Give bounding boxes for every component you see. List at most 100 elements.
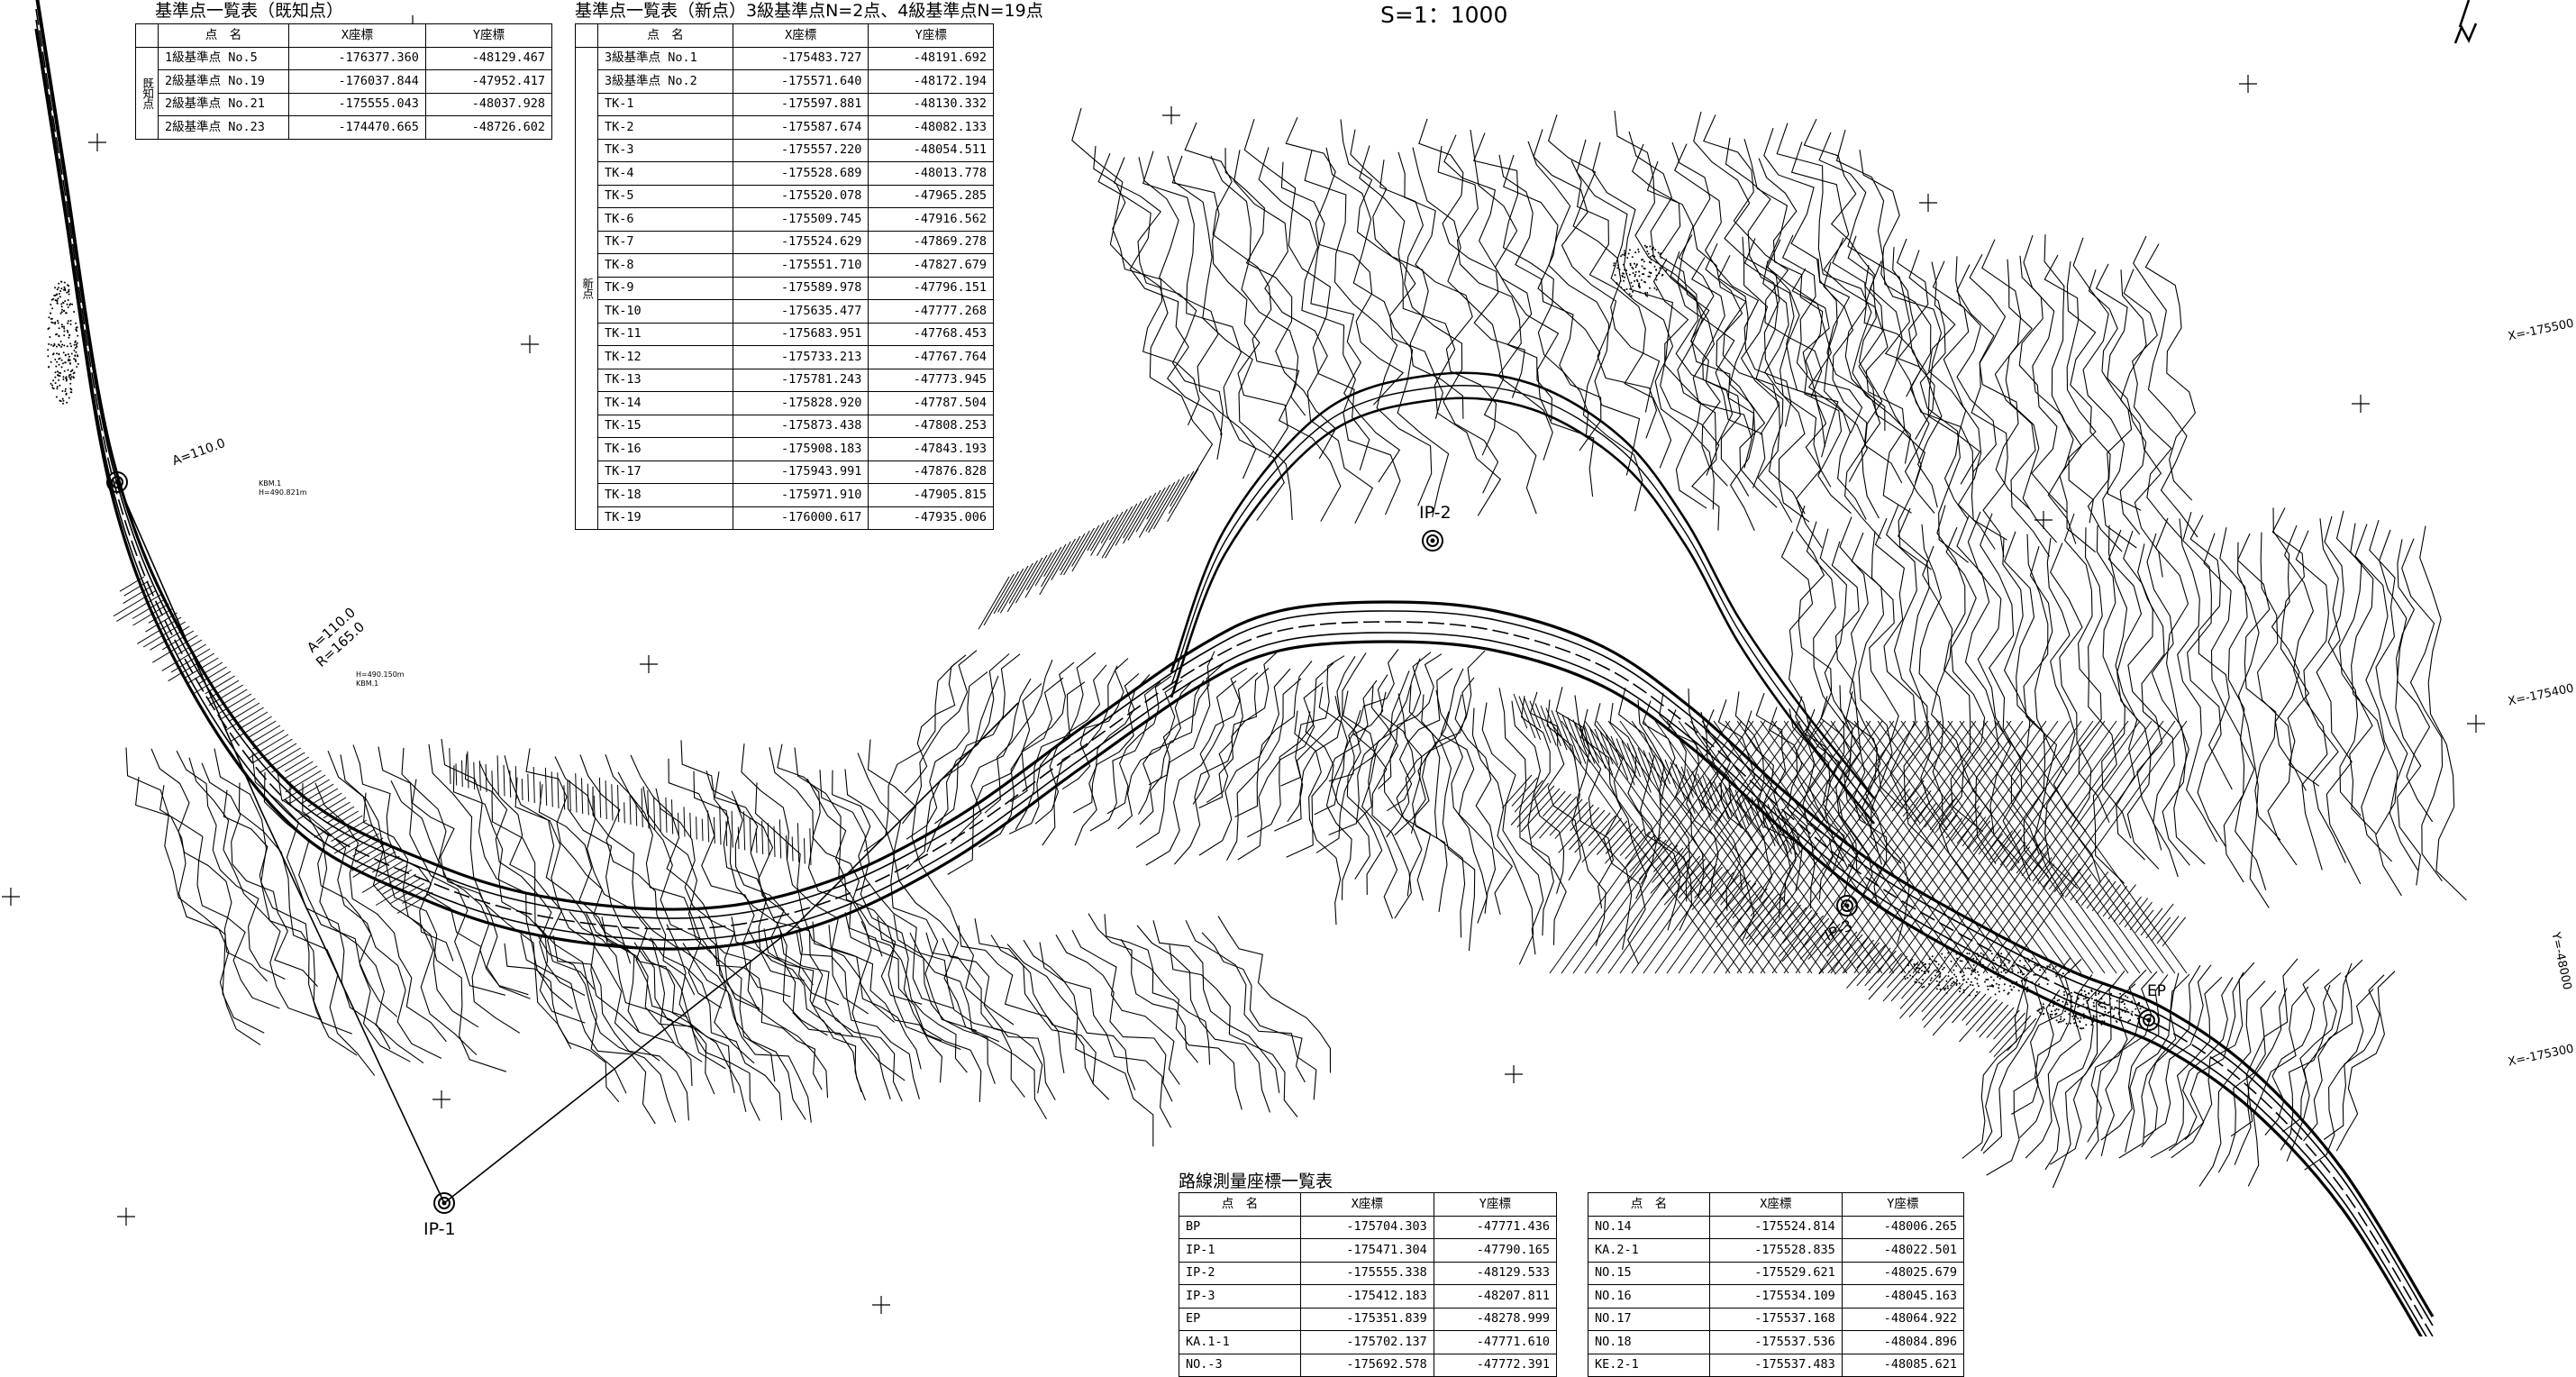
group-label-cell: 既知点 bbox=[135, 46, 159, 140]
y-coordinate-cell: -47905.815 bbox=[868, 483, 994, 507]
point-name-cell: 3級基準点 No.2 bbox=[597, 69, 733, 94]
table-row: TK-10 -175635.477 -47777.268 bbox=[576, 299, 994, 324]
table-row: 2級基準点 No.19 -176037.844 -47952.417 bbox=[136, 69, 553, 94]
y-coordinate-cell: -47787.504 bbox=[868, 391, 994, 415]
x-coordinate-cell: -175537.168 bbox=[1709, 1307, 1843, 1331]
y-coordinate-cell: -47808.253 bbox=[868, 414, 994, 438]
point-name-cell: 2級基準点 No.23 bbox=[158, 115, 289, 140]
x-coordinate-cell: -175534.109 bbox=[1709, 1284, 1843, 1309]
x-coordinate-cell: -176377.360 bbox=[288, 46, 426, 70]
y-coordinate-cell: -47916.562 bbox=[868, 207, 994, 232]
table-row: TK-9 -175589.978 -47796.151 bbox=[576, 276, 994, 300]
x-coordinate-cell: -174470.665 bbox=[288, 115, 426, 140]
point-name-cell: KE.2-1 bbox=[1588, 1353, 1710, 1377]
point-name-cell: 1級基準点 No.5 bbox=[158, 46, 289, 70]
table-row: KA.1-1 -175702.137 -47771.610 bbox=[1179, 1330, 1558, 1354]
x-coordinate-cell: -175704.303 bbox=[1300, 1215, 1434, 1239]
x-coordinate-cell: -175692.578 bbox=[1300, 1353, 1434, 1377]
point-name-cell: BP bbox=[1179, 1215, 1301, 1239]
y-coordinate-cell: -48207.811 bbox=[1433, 1284, 1558, 1309]
bp-marker-icon bbox=[106, 471, 128, 493]
table-row: BP -175704.303 -47771.436 bbox=[1179, 1215, 1558, 1239]
table-row: TK-6 -175509.745 -47916.562 bbox=[576, 207, 994, 232]
y-coordinate-cell: -48130.332 bbox=[868, 92, 994, 116]
survey-point-markers bbox=[106, 471, 2160, 1214]
y-coordinate-cell: -47771.610 bbox=[1433, 1330, 1558, 1354]
y-coordinate-cell: -48085.621 bbox=[1841, 1353, 1965, 1377]
y-coordinate-cell: -47790.165 bbox=[1433, 1238, 1558, 1263]
x-coordinate-cell: -175557.220 bbox=[732, 138, 869, 162]
point-name-cell: NO.18 bbox=[1588, 1330, 1710, 1354]
x-coordinate-cell: -175520.078 bbox=[732, 184, 869, 208]
point-name-cell: TK-13 bbox=[597, 368, 733, 392]
point-name-cell: 3級基準点 No.1 bbox=[597, 46, 733, 70]
point-name-cell: TK-16 bbox=[597, 437, 733, 461]
table-row: TK-4 -175528.689 -48013.778 bbox=[576, 161, 994, 186]
header-y: Y座標 bbox=[1433, 1192, 1558, 1217]
table-header-row: 点 名 X座標 Y座標 bbox=[575, 23, 994, 48]
table-row: TK-14 -175828.920 -47787.504 bbox=[576, 391, 994, 415]
table-row: 既知点 1級基準点 No.5 -176377.360 -48129.467 bbox=[135, 46, 553, 140]
point-name-cell: TK-11 bbox=[597, 322, 733, 346]
y-coordinate-cell: -48084.896 bbox=[1841, 1330, 1965, 1354]
x-coordinate-cell: -175828.920 bbox=[732, 391, 869, 415]
point-name-cell: IP-2 bbox=[1179, 1261, 1301, 1285]
point-name-cell: TK-6 bbox=[597, 207, 733, 232]
ip-tangent-lines bbox=[116, 481, 1019, 1205]
x-coordinate-cell: -175683.951 bbox=[732, 322, 869, 346]
point-name-cell: TK-12 bbox=[597, 345, 733, 369]
point-name-cell: NO.17 bbox=[1588, 1307, 1710, 1331]
point-name-cell: 2級基準点 No.21 bbox=[158, 92, 289, 116]
y-coordinate-cell: -47869.278 bbox=[868, 230, 994, 254]
x-coordinate-cell: -175528.689 bbox=[732, 161, 869, 186]
y-coordinate-cell: -48037.928 bbox=[424, 92, 553, 116]
y-coordinate-cell: -48082.133 bbox=[868, 115, 994, 140]
ip1-label: IP-1 bbox=[423, 1219, 456, 1239]
header-x: X座標 bbox=[1300, 1192, 1434, 1217]
ip2-marker-icon bbox=[1422, 530, 1443, 552]
y-coordinate-cell: -47768.453 bbox=[868, 322, 994, 346]
y-coordinate-cell: -48045.163 bbox=[1841, 1284, 1965, 1309]
point-name-cell: TK-9 bbox=[597, 276, 733, 300]
route-coordinates-table-2: 点 名 X座標 Y座標 NO.14 -175524.814 -48006.265 KA… bbox=[1588, 1192, 1965, 1377]
x-coordinate-cell: -175524.629 bbox=[732, 230, 869, 254]
table-row: NO.18 -175537.536 -48084.896 bbox=[1588, 1330, 1965, 1354]
benchmark-2-name: KBM.1 bbox=[356, 679, 379, 688]
point-name-cell: KA.2-1 bbox=[1588, 1238, 1710, 1263]
table-row: 2級基準点 No.21 -175555.043 -48037.928 bbox=[136, 92, 553, 116]
stipple-areas bbox=[47, 244, 2144, 1030]
y-coordinate-cell: -47772.391 bbox=[1433, 1353, 1558, 1377]
road-alignment bbox=[34, 0, 2435, 1336]
x-coordinate-cell: -175555.043 bbox=[288, 92, 426, 116]
x-coordinate-cell: -175702.137 bbox=[1300, 1330, 1434, 1354]
table-row: TK-7 -175524.629 -47869.278 bbox=[576, 230, 994, 254]
x-coordinate-cell: -175351.839 bbox=[1300, 1307, 1434, 1331]
survey-plan-drawing bbox=[2, 0, 2485, 1336]
table-row: TK-2 -175587.674 -48082.133 bbox=[576, 115, 994, 140]
known-points-table-title: 基準点一覧表（既知点） bbox=[155, 1, 344, 21]
table-row: TK-8 -175551.710 -47827.679 bbox=[576, 253, 994, 278]
grid-cross-marks bbox=[2, 15, 2485, 1314]
header-group bbox=[135, 23, 159, 48]
ip3-marker-icon bbox=[1836, 895, 1858, 916]
header-y: Y座標 bbox=[868, 23, 994, 48]
table-row: TK-12 -175733.213 -47767.764 bbox=[576, 345, 994, 369]
table-row: NO.16 -175534.109 -48045.163 bbox=[1588, 1284, 1965, 1309]
point-name-cell: IP-3 bbox=[1179, 1284, 1301, 1309]
y-coordinate-cell: -48129.533 bbox=[1433, 1261, 1558, 1285]
y-coordinate-cell: -48054.511 bbox=[868, 138, 994, 162]
point-name-cell: TK-17 bbox=[597, 460, 733, 484]
point-name-cell: 2級基準点 No.19 bbox=[158, 69, 289, 94]
point-name-cell: TK-3 bbox=[597, 138, 733, 162]
table-row: 2級基準点 No.23 -174470.665 -48726.602 bbox=[136, 115, 553, 140]
x-coordinate-cell: -175509.745 bbox=[732, 207, 869, 232]
point-name-cell: EP bbox=[1179, 1307, 1301, 1331]
known-points-table: 点 名 X座標 Y座標 既知点 1級基準点 No.5 -176377.360 -481… bbox=[135, 23, 553, 140]
x-coordinate-cell: -175943.991 bbox=[732, 460, 869, 484]
route-table-title: 路線測量座標一覧表 bbox=[1179, 1172, 1334, 1191]
table-row: TK-11 -175683.951 -47768.453 bbox=[576, 322, 994, 346]
route-coordinates-table: 点 名 X座標 Y座標 BP -175704.303 -47771.436 IP-1-… bbox=[1179, 1192, 1558, 1377]
point-name-cell: TK-2 bbox=[597, 115, 733, 140]
point-name-cell: TK-7 bbox=[597, 230, 733, 254]
table-row: TK-1 -175597.881 -48130.332 bbox=[576, 92, 994, 116]
